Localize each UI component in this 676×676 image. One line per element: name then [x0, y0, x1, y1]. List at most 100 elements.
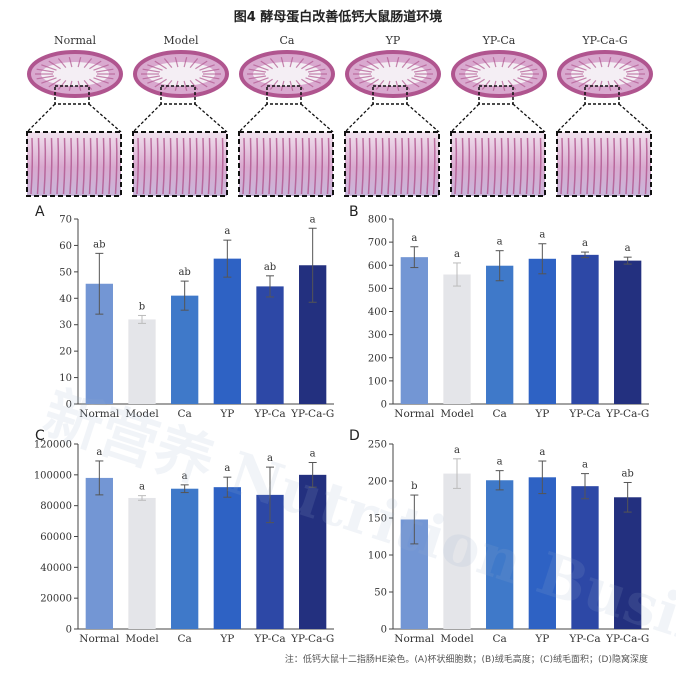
y-tick-label: 120000	[34, 440, 72, 451]
y-tick-label: 800	[368, 215, 387, 226]
x-tick-label: YP-Ca-G	[290, 633, 334, 645]
significance-letter: a	[625, 243, 631, 254]
bar-yp-ca	[571, 254, 599, 404]
x-tick-label: YP-Ca-G	[605, 408, 649, 420]
significance-letter: ab	[93, 239, 105, 250]
bar-ca	[486, 265, 514, 404]
chart-b: 0 100 200 300 400 500 600 700 800 a Normal a Model a C…	[368, 215, 649, 420]
micrograph-label-1: Model	[163, 34, 199, 47]
chart-d: 0 50 100 150 200 250 b Normal a Model a Ca a YP a YP-Ca…	[368, 440, 649, 645]
micrograph-label-0: Normal	[53, 34, 96, 47]
significance-letter: a	[96, 447, 102, 458]
figure-title: 图4 酵母蛋白改善低钙大鼠肠道环境	[233, 10, 443, 25]
x-tick-label: YP	[534, 408, 549, 420]
significance-letter: a	[224, 463, 230, 474]
micrograph-0	[26, 50, 123, 197]
y-tick-label: 100	[368, 376, 387, 387]
y-tick-label: 400	[368, 307, 387, 318]
significance-letter: a	[582, 460, 588, 471]
x-tick-label: YP	[219, 408, 234, 420]
x-tick-label: YP-Ca	[568, 633, 600, 645]
bar-normal	[400, 257, 428, 404]
bar-yp-ca	[256, 286, 284, 404]
micrograph-1	[132, 50, 229, 197]
significance-letter: a	[139, 482, 145, 493]
y-tick-label: 50	[374, 588, 387, 599]
x-tick-label: YP	[219, 633, 234, 645]
y-tick-label: 0	[66, 400, 72, 411]
y-tick-label: 250	[368, 440, 387, 451]
significance-letter: a	[497, 457, 503, 468]
bar-yp	[213, 487, 241, 629]
x-tick-label: Normal	[79, 408, 120, 420]
y-tick-label: 50	[59, 267, 72, 278]
y-tick-label: 70	[59, 215, 72, 226]
significance-letter: ab	[264, 262, 276, 273]
significance-letter: a	[310, 215, 316, 225]
panel-letter-c: C	[35, 428, 45, 444]
micrograph-label-4: YP-Ca	[482, 34, 516, 47]
y-tick-label: 0	[381, 625, 387, 636]
bar-yp	[528, 477, 556, 629]
x-tick-label: Normal	[394, 408, 435, 420]
x-tick-label: Ca	[178, 633, 192, 645]
bar-model	[128, 319, 156, 404]
y-tick-label: 30	[59, 320, 72, 331]
x-tick-label: Model	[125, 408, 159, 420]
y-tick-label: 200	[368, 477, 387, 488]
significance-letter: a	[454, 445, 460, 456]
x-tick-label: Model	[440, 408, 474, 420]
bar-model	[443, 274, 471, 404]
y-tick-label: 20000	[40, 594, 72, 605]
x-tick-label: Ca	[493, 408, 507, 420]
bar-model	[128, 497, 156, 629]
y-tick-label: 10	[59, 373, 72, 384]
y-tick-label: 100	[368, 551, 387, 562]
figure-note: 注：低钙大鼠十二指肠HE染色。(A)杯状细胞数；(B)绒毛高度；(C)绒毛面积；…	[284, 655, 648, 665]
significance-letter: a	[539, 447, 545, 458]
bar-yp-ca	[571, 486, 599, 629]
micrograph-3	[344, 50, 441, 197]
panel-letter-b: B	[349, 204, 359, 220]
y-tick-label: 20	[59, 347, 72, 358]
chart-a: 0 10 20 30 40 50 60 70 ab Normal b Model ab Ca a YP ab YP…	[59, 215, 334, 420]
panel-letter-d: D	[349, 428, 360, 444]
significance-letter: a	[182, 471, 188, 482]
significance-letter: a	[267, 453, 273, 464]
y-tick-label: 600	[368, 261, 387, 272]
significance-letter: a	[497, 237, 503, 248]
micrograph-label-3: YP	[385, 34, 401, 47]
chart-c: 0 20000 40000 60000 80000 100000 120000 a Normal…	[34, 440, 334, 645]
y-tick-label: 60	[59, 241, 72, 252]
bar-ca	[171, 488, 199, 629]
x-tick-label: Normal	[79, 633, 120, 645]
x-tick-label: YP-Ca-G	[605, 633, 649, 645]
x-tick-label: Normal	[394, 633, 435, 645]
significance-letter: a	[539, 230, 545, 241]
significance-letter: ab	[178, 267, 190, 278]
y-tick-label: 40000	[40, 563, 72, 574]
micrograph-4	[450, 50, 547, 197]
bar-model	[443, 473, 471, 629]
y-tick-label: 60000	[40, 532, 72, 543]
y-tick-label: 80000	[40, 501, 72, 512]
significance-letter: a	[454, 249, 460, 260]
y-tick-label: 150	[368, 514, 387, 525]
x-tick-label: YP-Ca	[253, 633, 285, 645]
micrograph-2	[238, 50, 335, 197]
micrograph-label-5: YP-Ca-G	[582, 34, 628, 47]
significance-letter: b	[411, 481, 417, 492]
bar-yp	[213, 258, 241, 404]
bar-ca	[486, 480, 514, 629]
y-tick-label: 0	[66, 625, 72, 636]
micrograph-label-2: Ca	[279, 34, 295, 47]
bar-yp-ca-g	[299, 474, 327, 629]
y-tick-label: 500	[368, 284, 387, 295]
significance-letter: ab	[621, 468, 633, 479]
x-tick-label: YP-Ca	[253, 408, 285, 420]
y-tick-label: 700	[368, 238, 387, 249]
bar-normal	[85, 477, 113, 629]
y-tick-label: 40	[59, 294, 72, 305]
x-tick-label: Model	[125, 633, 159, 645]
y-tick-label: 0	[381, 400, 387, 411]
